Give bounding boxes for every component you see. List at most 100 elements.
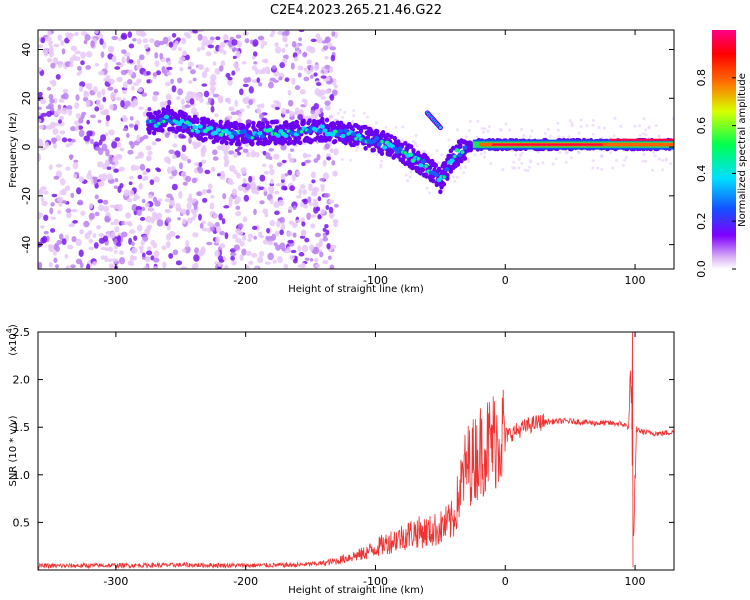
noise-speckle bbox=[123, 81, 128, 89]
noise-speckle bbox=[88, 238, 94, 244]
noise-speckle bbox=[579, 125, 583, 129]
noise-speckle bbox=[193, 144, 198, 150]
noise-speckle bbox=[526, 169, 530, 173]
noise-speckle bbox=[48, 93, 54, 100]
x-tick-label: -100 bbox=[363, 575, 388, 588]
noise-speckle bbox=[246, 104, 251, 109]
noise-speckle bbox=[513, 166, 517, 170]
noise-speckle bbox=[38, 153, 41, 161]
noise-speckle bbox=[40, 186, 47, 191]
noise-speckle bbox=[189, 98, 195, 105]
x-tick-label: 0 bbox=[502, 575, 509, 588]
noise-speckle bbox=[121, 49, 127, 54]
noise-speckle bbox=[165, 217, 172, 223]
noise-speckle bbox=[178, 191, 183, 199]
noise-speckle bbox=[118, 166, 125, 172]
noise-speckle bbox=[177, 88, 183, 96]
noise-speckle bbox=[322, 159, 327, 167]
noise-speckle bbox=[127, 31, 133, 39]
noise-speckle bbox=[187, 66, 192, 70]
noise-speckle bbox=[152, 257, 160, 263]
noise-speckle bbox=[284, 30, 290, 36]
noise-speckle bbox=[274, 210, 280, 216]
noise-speckle bbox=[217, 266, 222, 269]
noise-speckle bbox=[132, 82, 140, 86]
noise-speckle bbox=[508, 128, 512, 132]
noise-speckle bbox=[110, 92, 116, 101]
noise-speckle bbox=[190, 198, 198, 202]
noise-speckle bbox=[111, 165, 116, 170]
x-tick-label: 100 bbox=[625, 575, 646, 588]
noise-speckle bbox=[58, 119, 62, 124]
noise-speckle bbox=[277, 199, 285, 207]
noise-speckle bbox=[61, 188, 67, 196]
noise-speckle bbox=[105, 75, 111, 79]
noise-speckle bbox=[113, 249, 118, 254]
noise-speckle bbox=[242, 148, 249, 153]
noise-speckle bbox=[196, 47, 201, 52]
noise-speckle bbox=[664, 157, 668, 161]
noise-speckle bbox=[50, 228, 56, 233]
noise-speckle bbox=[217, 95, 224, 102]
ridge-band bbox=[379, 151, 385, 156]
noise-speckle bbox=[139, 163, 146, 171]
noise-speckle bbox=[149, 38, 155, 44]
noise-speckle bbox=[96, 225, 102, 230]
noise-speckle bbox=[458, 167, 462, 171]
noise-speckle bbox=[591, 123, 595, 127]
noise-speckle bbox=[189, 69, 196, 75]
noise-speckle bbox=[520, 127, 524, 131]
noise-speckle bbox=[117, 37, 123, 42]
noise-speckle bbox=[156, 219, 164, 227]
noise-speckle bbox=[179, 162, 183, 170]
noise-speckle bbox=[536, 162, 540, 166]
ridge-band bbox=[433, 162, 438, 168]
noise-speckle bbox=[206, 241, 213, 246]
noise-speckle bbox=[479, 152, 483, 156]
noise-speckle bbox=[231, 188, 238, 196]
noise-speckle bbox=[306, 65, 312, 69]
noise-speckle bbox=[78, 249, 84, 257]
noise-speckle bbox=[286, 231, 293, 237]
noise-speckle bbox=[80, 210, 86, 216]
noise-speckle bbox=[456, 128, 460, 132]
noise-speckle bbox=[182, 181, 188, 186]
noise-speckle bbox=[283, 263, 289, 269]
noise-speckle bbox=[520, 151, 524, 155]
noise-speckle bbox=[98, 204, 105, 212]
noise-speckle bbox=[279, 62, 285, 69]
noise-speckle bbox=[303, 204, 309, 209]
noise-speckle bbox=[326, 242, 331, 250]
noise-speckle bbox=[104, 62, 109, 70]
noise-speckle bbox=[100, 110, 107, 116]
noise-speckle bbox=[512, 160, 516, 164]
noise-speckle bbox=[569, 156, 573, 160]
noise-speckle bbox=[197, 64, 204, 69]
noise-speckle bbox=[210, 88, 215, 96]
noise-speckle bbox=[211, 81, 217, 86]
noise-speckle bbox=[218, 65, 224, 72]
noise-speckle bbox=[301, 262, 306, 269]
noise-speckle bbox=[227, 76, 233, 81]
noise-speckle bbox=[146, 246, 152, 251]
noise-speckle bbox=[567, 135, 571, 139]
noise-speckle bbox=[274, 190, 280, 195]
noise-speckle bbox=[70, 264, 76, 269]
noise-speckle bbox=[280, 181, 286, 187]
noise-speckle bbox=[77, 199, 84, 206]
noise-speckle bbox=[401, 138, 405, 142]
noise-speckle bbox=[89, 138, 94, 145]
ridge-core bbox=[350, 131, 357, 137]
noise-speckle bbox=[80, 51, 86, 59]
noise-speckle bbox=[90, 40, 95, 48]
noise-speckle bbox=[65, 166, 71, 171]
noise-speckle bbox=[198, 213, 202, 221]
ridge-core bbox=[392, 146, 398, 152]
noise-speckle bbox=[384, 125, 388, 129]
ridge-band bbox=[233, 125, 239, 131]
noise-speckle bbox=[146, 224, 153, 230]
noise-speckle bbox=[54, 110, 58, 116]
noise-speckle bbox=[214, 113, 219, 118]
noise-speckle bbox=[212, 149, 218, 156]
noise-speckle bbox=[199, 223, 204, 229]
